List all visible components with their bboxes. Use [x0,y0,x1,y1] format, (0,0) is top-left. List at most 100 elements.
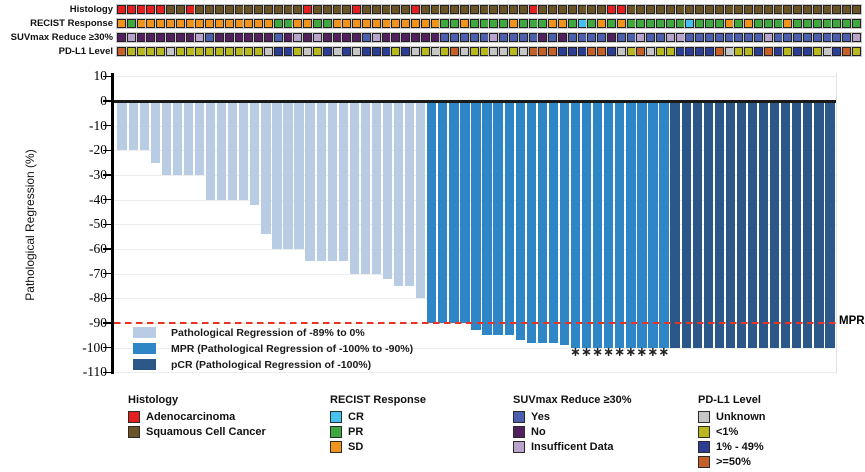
track-cell-pdl1-level [117,47,126,56]
track-cell-recist-response [293,19,303,28]
track-cell-pdl1-level [656,47,665,56]
track-cell-suvmax-reduce [567,33,577,42]
track-cell-pdl1-level [577,47,587,56]
track-cell-suvmax-reduce [626,33,636,42]
track-cell-pdl1-level [175,47,185,56]
track-cell-histology [381,5,391,14]
track-cell-recist-response [244,19,254,28]
track-label-suvmax-reduce: SUVmax Reduce ≥30% [10,32,113,43]
track-cell-recist-response [156,19,166,28]
track-cell-suvmax-reduce [430,33,440,42]
patient-bar [648,102,658,348]
track-cell-histology [469,5,479,14]
y-tick-mark [103,346,112,349]
track-cell-pdl1-level [548,47,558,56]
patient-bar [449,102,459,323]
track-cell-histology [352,5,362,14]
track-cell-suvmax-reduce [832,33,842,42]
y-axis-line [111,73,114,374]
track-cell-suvmax-reduce [597,33,607,42]
track-cell-recist-response [616,19,626,28]
track-cell-recist-response [440,19,450,28]
track-cell-recist-response [685,19,695,28]
track-cell-pdl1-level [832,47,842,56]
track-cell-pdl1-level [597,47,607,56]
track-cell-suvmax-reduce [607,33,616,42]
track-cell-suvmax-reduce [303,33,313,42]
y-tick-label: -40 [89,191,107,207]
track-cell-pdl1-level [352,47,362,56]
track-cell-suvmax-reduce [371,33,381,42]
track-cell-histology [411,5,420,14]
patient-bar [283,102,293,249]
y-tick-label: -20 [89,142,107,158]
track-cell-suvmax-reduce [773,33,783,42]
track-cell-pdl1-level [812,47,822,56]
patient-bar [703,102,713,348]
track-cell-histology [685,5,695,14]
track-cell-pdl1-level [852,47,861,56]
track-cell-recist-response [656,19,665,28]
patient-bar [769,102,780,348]
patient-bar [559,102,570,346]
track-cell-pdl1-level [822,47,832,56]
track-cell-recist-response [597,19,607,28]
significance-asterisk: ∗ [603,345,615,360]
track-cell-histology [558,5,567,14]
patient-bar [504,102,514,336]
track-cell-suvmax-reduce [538,33,548,42]
track-cell-pdl1-level [391,47,401,56]
track-cell-suvmax-reduce [852,33,861,42]
track-cell-recist-response [724,19,734,28]
track-cell-histology [548,5,558,14]
track-cell-suvmax-reduce [822,33,832,42]
track-cell-recist-response [322,19,332,28]
track-cell-recist-response [832,19,842,28]
patient-bar [205,102,216,200]
track-cell-recist-response [567,19,577,28]
track-cell-histology [244,5,254,14]
track-cell-pdl1-level [695,47,705,56]
track-cell-recist-response [362,19,371,28]
track-cell-recist-response [391,19,401,28]
patient-bar [758,102,769,348]
patient-bar [427,102,437,323]
y-tick-label: -90 [89,315,107,330]
patient-bar [338,102,348,262]
patient-bar [482,102,492,336]
track-cell-histology [283,5,293,14]
patient-bar [725,102,736,348]
track-cell-recist-response [371,19,381,28]
significance-asterisk: ∗ [636,345,648,360]
track-cell-suvmax-reduce [283,33,293,42]
track-cell-suvmax-reduce [166,33,175,42]
track-cell-pdl1-level [430,47,440,56]
track-cell-pdl1-level [146,47,156,56]
track-cell-recist-response [499,19,509,28]
track-cell-histology [793,5,803,14]
track-cell-histology [518,5,528,14]
patient-bar [659,102,669,348]
y-tick-label: -60 [89,241,107,256]
track-cell-pdl1-level [783,47,793,56]
track-cell-histology [362,5,371,14]
patient-bar [526,102,536,343]
track-cell-suvmax-reduce [685,33,695,42]
track-cell-histology [342,5,352,14]
legend-swatch [513,426,525,438]
patient-bar [714,102,724,348]
patient-bar [736,102,747,348]
patient-bar [172,102,183,175]
track-cell-suvmax-reduce [332,33,342,42]
legend-item-label: Squamous Cell Cancer [146,426,266,438]
track-cell-pdl1-level [636,47,646,56]
legend-item-label: <1% [716,426,739,438]
track-cell-recist-response [234,19,244,28]
patient-bar [781,102,791,348]
track-cell-suvmax-reduce [322,33,332,42]
track-cell-pdl1-level [195,47,205,56]
patient-bar [593,102,603,348]
track-cell-suvmax-reduce [460,33,469,42]
patient-bar [250,102,260,205]
track-cell-recist-response [264,19,273,28]
